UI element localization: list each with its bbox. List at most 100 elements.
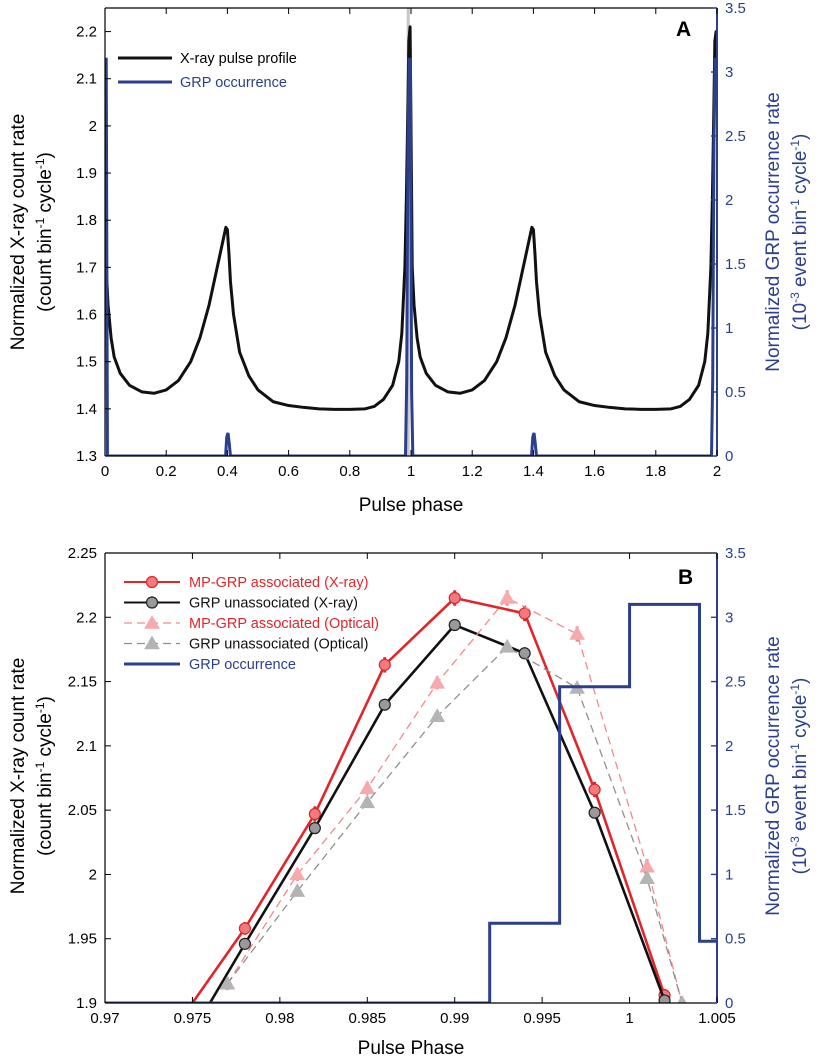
series-grp-unassociated-optical-line (226, 646, 683, 1003)
series-mp-grp-associated-optical-point (569, 625, 585, 640)
y-tick-label: 2 (89, 866, 97, 883)
x-tick-label: 0.985 (349, 1010, 387, 1027)
series-mp-grp-associated-optical-point (429, 674, 446, 689)
y-tick-label: 2 (89, 118, 97, 135)
y-tick-label: 1.95 (68, 931, 97, 948)
series-grp-unassociated-optical-point (359, 794, 376, 809)
x-tick-label: 0.995 (523, 1010, 561, 1027)
y-right-tick-label: 3 (725, 609, 733, 626)
panel-b-letter: B (678, 566, 693, 589)
y-right-tick-label: 2 (725, 738, 733, 755)
panel-b-y-axis-label-line2: (count bin-1 cycle-1) (33, 696, 56, 856)
panel-a-y-axis-label-line1: Normalized X-ray count rate (8, 114, 29, 351)
series-grp-unassociated-optical-point (219, 975, 236, 990)
y-tick-label: 2.1 (76, 738, 97, 755)
y-tick-label: 2.2 (76, 609, 97, 626)
x-tick-label: 1.005 (698, 1010, 736, 1027)
legend-marker-grp-unassociated-optical (144, 635, 160, 650)
panel-a-y-axis-label-line2: (count bin-1 cycle-1) (33, 152, 56, 312)
y-tick-label: 2.2 (76, 24, 97, 41)
y-right-tick-label: 2.5 (725, 674, 746, 691)
panel-a-letter: A (676, 18, 691, 41)
x-tick-label: 1 (407, 463, 415, 480)
panel-b-y-axis-label-line1: Normalized X-ray count rate (8, 658, 29, 895)
series-grp-unassociated-x-ray-line (208, 623, 666, 1003)
y-right-tick-label: 2 (725, 192, 733, 209)
series-mp-grp-associated-optical-line (226, 597, 683, 1003)
series-grp-unassociated-x-ray-point (588, 806, 601, 819)
x-tick-label: 1.8 (645, 463, 666, 480)
x-tick-label: 0.4 (217, 463, 238, 480)
x-tick-label: 0 (101, 463, 109, 480)
series-grp-unassociated-x-ray-point (448, 618, 461, 632)
panel-b-axes: 0.97 0.975 0.98 0.985 0.99 0.995 1 1.005 1.9 1.95… (68, 545, 746, 1027)
y-tick-label: 1.5 (76, 354, 97, 371)
panel-b-plot-area (105, 589, 717, 1003)
panel-a-chart: 0 0.2 0.4 0.6 0.8 1 1.2 1.4 1.6 1.8 2 1.3 1.4 1.5 1.6 1… (8, 0, 811, 516)
legend-marker-mp-grp-associated-x-ray (145, 575, 159, 589)
y-tick-label: 1.3 (76, 448, 97, 465)
x-tick-label: 0.98 (265, 1010, 294, 1027)
panel-b-chart: 0.97 0.975 0.98 0.985 0.99 0.995 1 1.005 1.9 1.95… (8, 545, 811, 1059)
y-tick-label: 1.8 (76, 212, 97, 229)
y-right-tick-label: 0.5 (725, 384, 746, 401)
x-tick-label: 0.8 (339, 463, 360, 480)
panel-b-clipped-marks (105, 589, 717, 1003)
panel-b-legend: MP-GRP associated (X-ray) GRP unassociate… (124, 575, 379, 673)
panel-b-right-axis-label-line2: (10-3 event bin-1 cycle-1) (788, 678, 811, 875)
y-right-tick-label: 0 (725, 995, 733, 1012)
series-grp-occurrence-line (105, 57, 717, 456)
legend-label-grp-occurrence: GRP occurrence (189, 657, 296, 673)
x-tick-label: 2 (713, 463, 721, 480)
y-tick-label: 2.15 (68, 674, 97, 691)
series-grp-unassociated-x-ray-point (308, 822, 321, 835)
series-mp-grp-associated-optical-point (289, 866, 306, 881)
y-tick-label: 1.6 (76, 307, 97, 324)
series-mp-grp-associated-x-ray-point (448, 591, 461, 605)
x-tick-label: 1 (625, 1010, 633, 1027)
x-tick-label: 0.6 (278, 463, 299, 480)
series-grp-unassociated-optical-point (429, 708, 446, 723)
panel-a-legend: X-ray pulse profile GRP occurrence (118, 51, 297, 91)
y-right-tick-label: 1.5 (725, 802, 746, 819)
series-grp-occurrence-line (105, 602, 717, 1003)
legend-label-grp-unassociated-optical: GRP unassociated (Optical) (189, 637, 368, 653)
y-right-tick-label: 3.5 (725, 545, 746, 562)
y-right-tick-label: 1 (725, 866, 733, 883)
x-tick-label: 0.2 (156, 463, 177, 480)
y-right-tick-label: 0.5 (725, 931, 746, 948)
series-grp-unassociated-x-ray-point (658, 994, 671, 1003)
y-right-tick-label: 1.5 (725, 256, 746, 273)
y-tick-label: 1.7 (76, 259, 97, 276)
panel-b-x-axis-label: Pulse Phase (358, 1038, 465, 1059)
panel-a-axes: 0 0.2 0.4 0.6 0.8 1 1.2 1.4 1.6 1.8 2 1.3 1.4 1.5 1.6 1… (76, 0, 746, 480)
x-tick-label: 1.4 (523, 463, 544, 480)
y-tick-label: 1.9 (76, 165, 97, 182)
y-right-tick-label: 3 (725, 64, 733, 81)
series-mp-grp-associated-optical-point (359, 780, 376, 795)
panel-a-right-axis-label-line2: (10-3 event bin-1 cycle-1) (788, 134, 811, 331)
x-tick-label: 1.6 (584, 463, 605, 480)
series-grp-unassociated-x-ray-point (238, 937, 251, 950)
series-grp-unassociated-optical-point (677, 994, 687, 1003)
y-right-tick-label: 0 (725, 448, 733, 465)
legend-label-xray-profile: X-ray pulse profile (180, 51, 297, 67)
y-tick-label: 1.4 (76, 401, 97, 418)
series-mp-grp-associated-x-ray-point (588, 783, 601, 796)
legend-marker-grp-unassociated-x-ray (145, 596, 159, 609)
x-tick-label: 0.975 (174, 1010, 212, 1027)
legend-label-grp-occurrence: GRP occurrence (180, 75, 287, 91)
y-tick-label: 1.9 (76, 995, 97, 1012)
series-grp-unassociated-x-ray-point (378, 698, 391, 711)
series-mp-grp-associated-x-ray-point (308, 807, 321, 821)
series-grp-unassociated-optical-point (289, 883, 306, 897)
panel-b-right-axis-label-line1: Normalized GRP occurrence rate (763, 636, 784, 915)
series-mp-grp-associated-optical-point (499, 589, 516, 604)
panel-a-x-axis-label: Pulse phase (359, 495, 464, 516)
series-mp-grp-associated-x-ray-point (378, 658, 391, 671)
x-tick-label: 1.2 (462, 463, 483, 480)
series-grp-unassociated-optical-point (639, 870, 655, 885)
series-mp-grp-associated-x-ray-line (191, 596, 666, 1003)
legend-label-grp-unassociated-x-ray: GRP unassociated (X-ray) (189, 596, 358, 612)
